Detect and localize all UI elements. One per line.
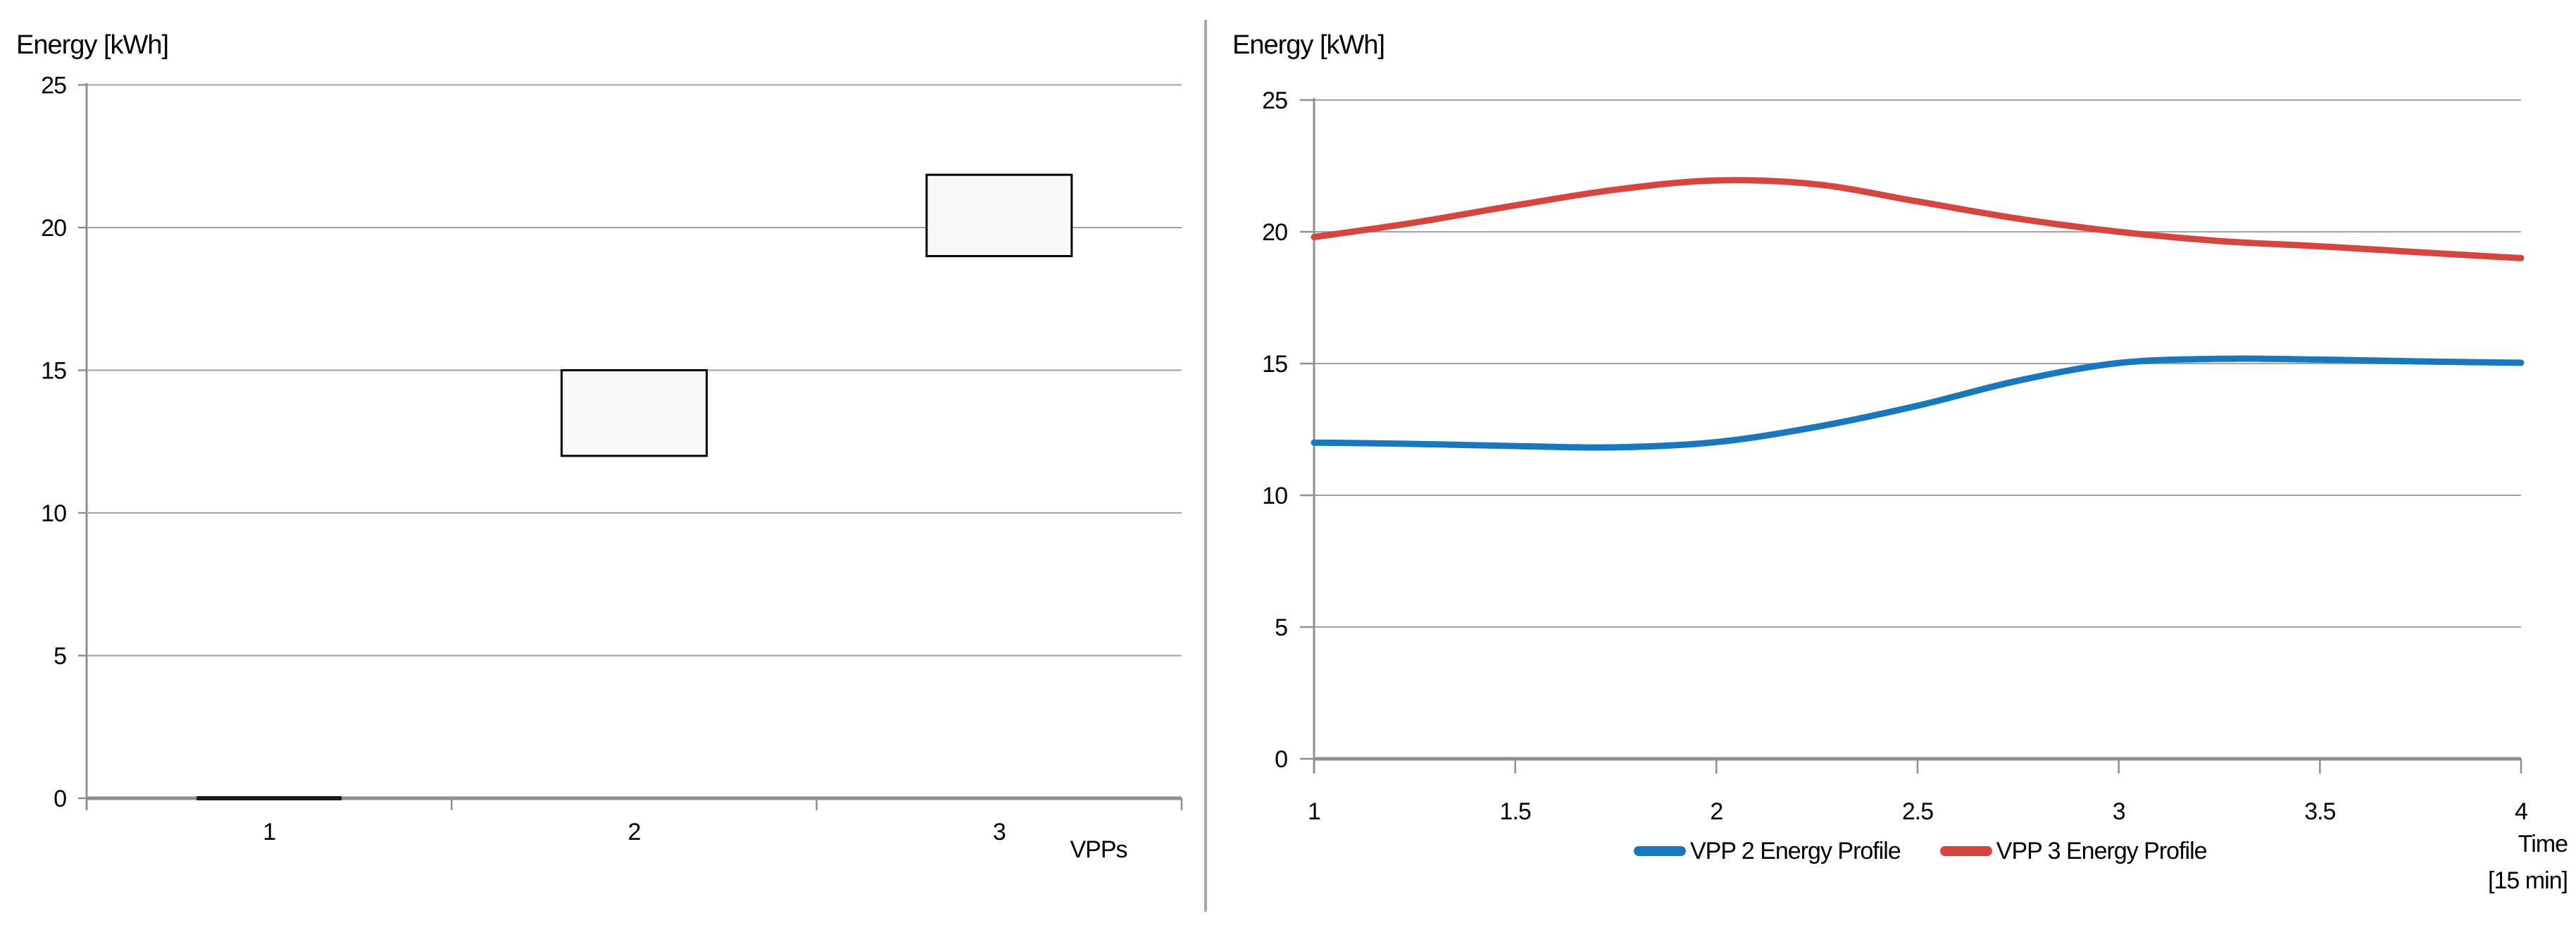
- vpp3-legend-label: VPP 3 Energy Profile: [1996, 837, 2208, 864]
- time-label-line2: [15 min]: [2488, 867, 2568, 894]
- legend-item-vpp2: VPP 2 Energy Profile: [1634, 838, 1901, 865]
- left-chart-title: Energy [kWh]: [16, 30, 169, 60]
- svg-text:20: 20: [41, 215, 66, 242]
- svg-text:5: 5: [1275, 614, 1287, 641]
- right-x-axis-label: Time [15 min]: [2488, 826, 2568, 899]
- right-chart-title: Energy [kWh]: [1232, 30, 1385, 60]
- svg-text:2.5: 2.5: [1902, 798, 1933, 825]
- vpp3-legend-swatch: [1939, 846, 1992, 856]
- svg-text:4: 4: [2515, 798, 2527, 825]
- svg-text:3.5: 3.5: [2304, 798, 2335, 825]
- legend-item-vpp3: VPP 3 Energy Profile: [1939, 837, 2208, 865]
- svg-text:10: 10: [1262, 483, 1287, 509]
- svg-text:3: 3: [993, 819, 1006, 845]
- svg-text:15: 15: [41, 358, 66, 385]
- svg-text:1.5: 1.5: [1500, 798, 1531, 825]
- chart-divider: [1204, 20, 1207, 912]
- legend: VPP 2 Energy Profile VPP 3 Energy Profil…: [1634, 834, 2208, 868]
- svg-text:3: 3: [2113, 798, 2125, 825]
- svg-text:0: 0: [1275, 746, 1287, 773]
- svg-text:10: 10: [41, 500, 66, 527]
- svg-text:20: 20: [1262, 219, 1287, 246]
- vpp2-legend-swatch: [1634, 846, 1686, 856]
- svg-text:25: 25: [1262, 87, 1287, 114]
- svg-text:2: 2: [1710, 798, 1722, 825]
- svg-text:25: 25: [41, 73, 66, 99]
- svg-text:2: 2: [628, 819, 641, 845]
- time-label-line1: Time: [2518, 831, 2568, 857]
- left-x-axis-label: VPPs: [1070, 836, 1127, 863]
- svg-text:15: 15: [1262, 351, 1287, 378]
- svg-text:1: 1: [1308, 798, 1320, 825]
- svg-text:0: 0: [54, 786, 66, 812]
- vpp2-legend-label: VPP 2 Energy Profile: [1690, 837, 1901, 864]
- svg-text:5: 5: [54, 643, 66, 670]
- svg-text:1: 1: [263, 819, 275, 845]
